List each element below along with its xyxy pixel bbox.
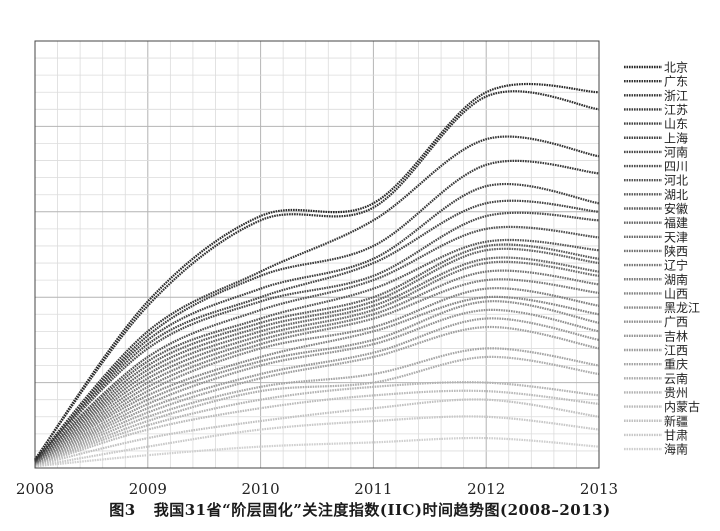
- legend-label: 陕西: [664, 243, 688, 258]
- legend-label: 河南: [664, 144, 688, 159]
- legend-label: 湖南: [664, 272, 688, 287]
- series-line: [34, 355, 600, 466]
- series-line: [34, 243, 600, 463]
- legend-label: 上海: [664, 130, 688, 145]
- series-line: [34, 436, 600, 468]
- series-line: [34, 260, 600, 463]
- figure-caption: 图3 我国31省“阶层固化”关注度指数(IIC)时间趋势图(2008–2013): [0, 499, 720, 520]
- x-tick-label: 2011: [354, 480, 392, 498]
- x-tick-label: 2012: [467, 480, 505, 498]
- series-line: [34, 389, 600, 467]
- legend-label: 北京: [664, 61, 688, 75]
- series-line: [34, 211, 600, 462]
- series-line: [34, 317, 600, 465]
- series-line: [34, 295, 600, 464]
- series-line: [34, 300, 600, 465]
- legend-label: 新疆: [664, 413, 688, 428]
- legend-label: 重庆: [664, 358, 688, 372]
- series-lines: [34, 82, 600, 468]
- series-line: [34, 90, 600, 461]
- x-tick-label: 2013: [580, 480, 618, 498]
- caption-text: 我国31省“阶层固化”关注度指数(IIC)时间趋势图(2008–2013): [153, 501, 611, 519]
- legend-label: 江西: [664, 344, 688, 358]
- legend-label: 广东: [664, 75, 688, 89]
- series-line: [34, 347, 600, 466]
- series-line: [34, 256, 600, 463]
- legend-label: 辽宁: [664, 258, 688, 273]
- legend-label: 江苏: [664, 103, 688, 117]
- legend-label: 山东: [664, 117, 688, 131]
- legend-label: 河北: [664, 174, 688, 188]
- series-line: [34, 82, 600, 461]
- legend-label: 甘肃: [664, 428, 688, 442]
- legend: 北京广东浙江江苏山东上海河南四川河北湖北安徽福建天津陕西辽宁湖南山西黑龙江广西吉…: [624, 61, 700, 457]
- legend-label: 黑龙江: [664, 301, 700, 315]
- series-line: [34, 199, 600, 462]
- series-line: [34, 308, 600, 465]
- series-line: [34, 238, 600, 462]
- legend-label: 浙江: [664, 89, 688, 103]
- series-line: [34, 135, 600, 462]
- figure-label: 图3: [109, 501, 136, 519]
- series-line: [34, 269, 600, 464]
- legend-label: 福建: [664, 215, 688, 230]
- series-line: [34, 182, 600, 462]
- series-line: [34, 287, 600, 464]
- series-line: [34, 225, 600, 462]
- legend-label: 安徽: [664, 201, 688, 216]
- x-tick-label: 2010: [242, 480, 280, 498]
- series-line: [34, 159, 600, 462]
- grid: [34, 40, 600, 469]
- x-tick-label: 2009: [129, 480, 167, 498]
- legend-label: 海南: [664, 442, 688, 457]
- x-axis-tick-labels: 2008 2009 2010 2011 2012 2013: [16, 480, 618, 498]
- legend-label: 云南: [664, 371, 688, 386]
- legend-label: 内蒙古: [664, 399, 700, 414]
- plot-frame: [34, 40, 600, 469]
- series-line: [34, 381, 600, 466]
- legend-label: 山西: [664, 287, 688, 301]
- legend-label: 贵州: [664, 386, 688, 400]
- series-line: [34, 415, 600, 468]
- legend-label: 广西: [664, 315, 688, 329]
- legend-label: 四川: [664, 160, 688, 174]
- series-line: [34, 398, 600, 467]
- legend-label: 吉林: [664, 329, 688, 343]
- x-tick-label: 2008: [16, 480, 54, 498]
- legend-label: 天津: [664, 230, 688, 244]
- legend-label: 湖北: [664, 187, 688, 202]
